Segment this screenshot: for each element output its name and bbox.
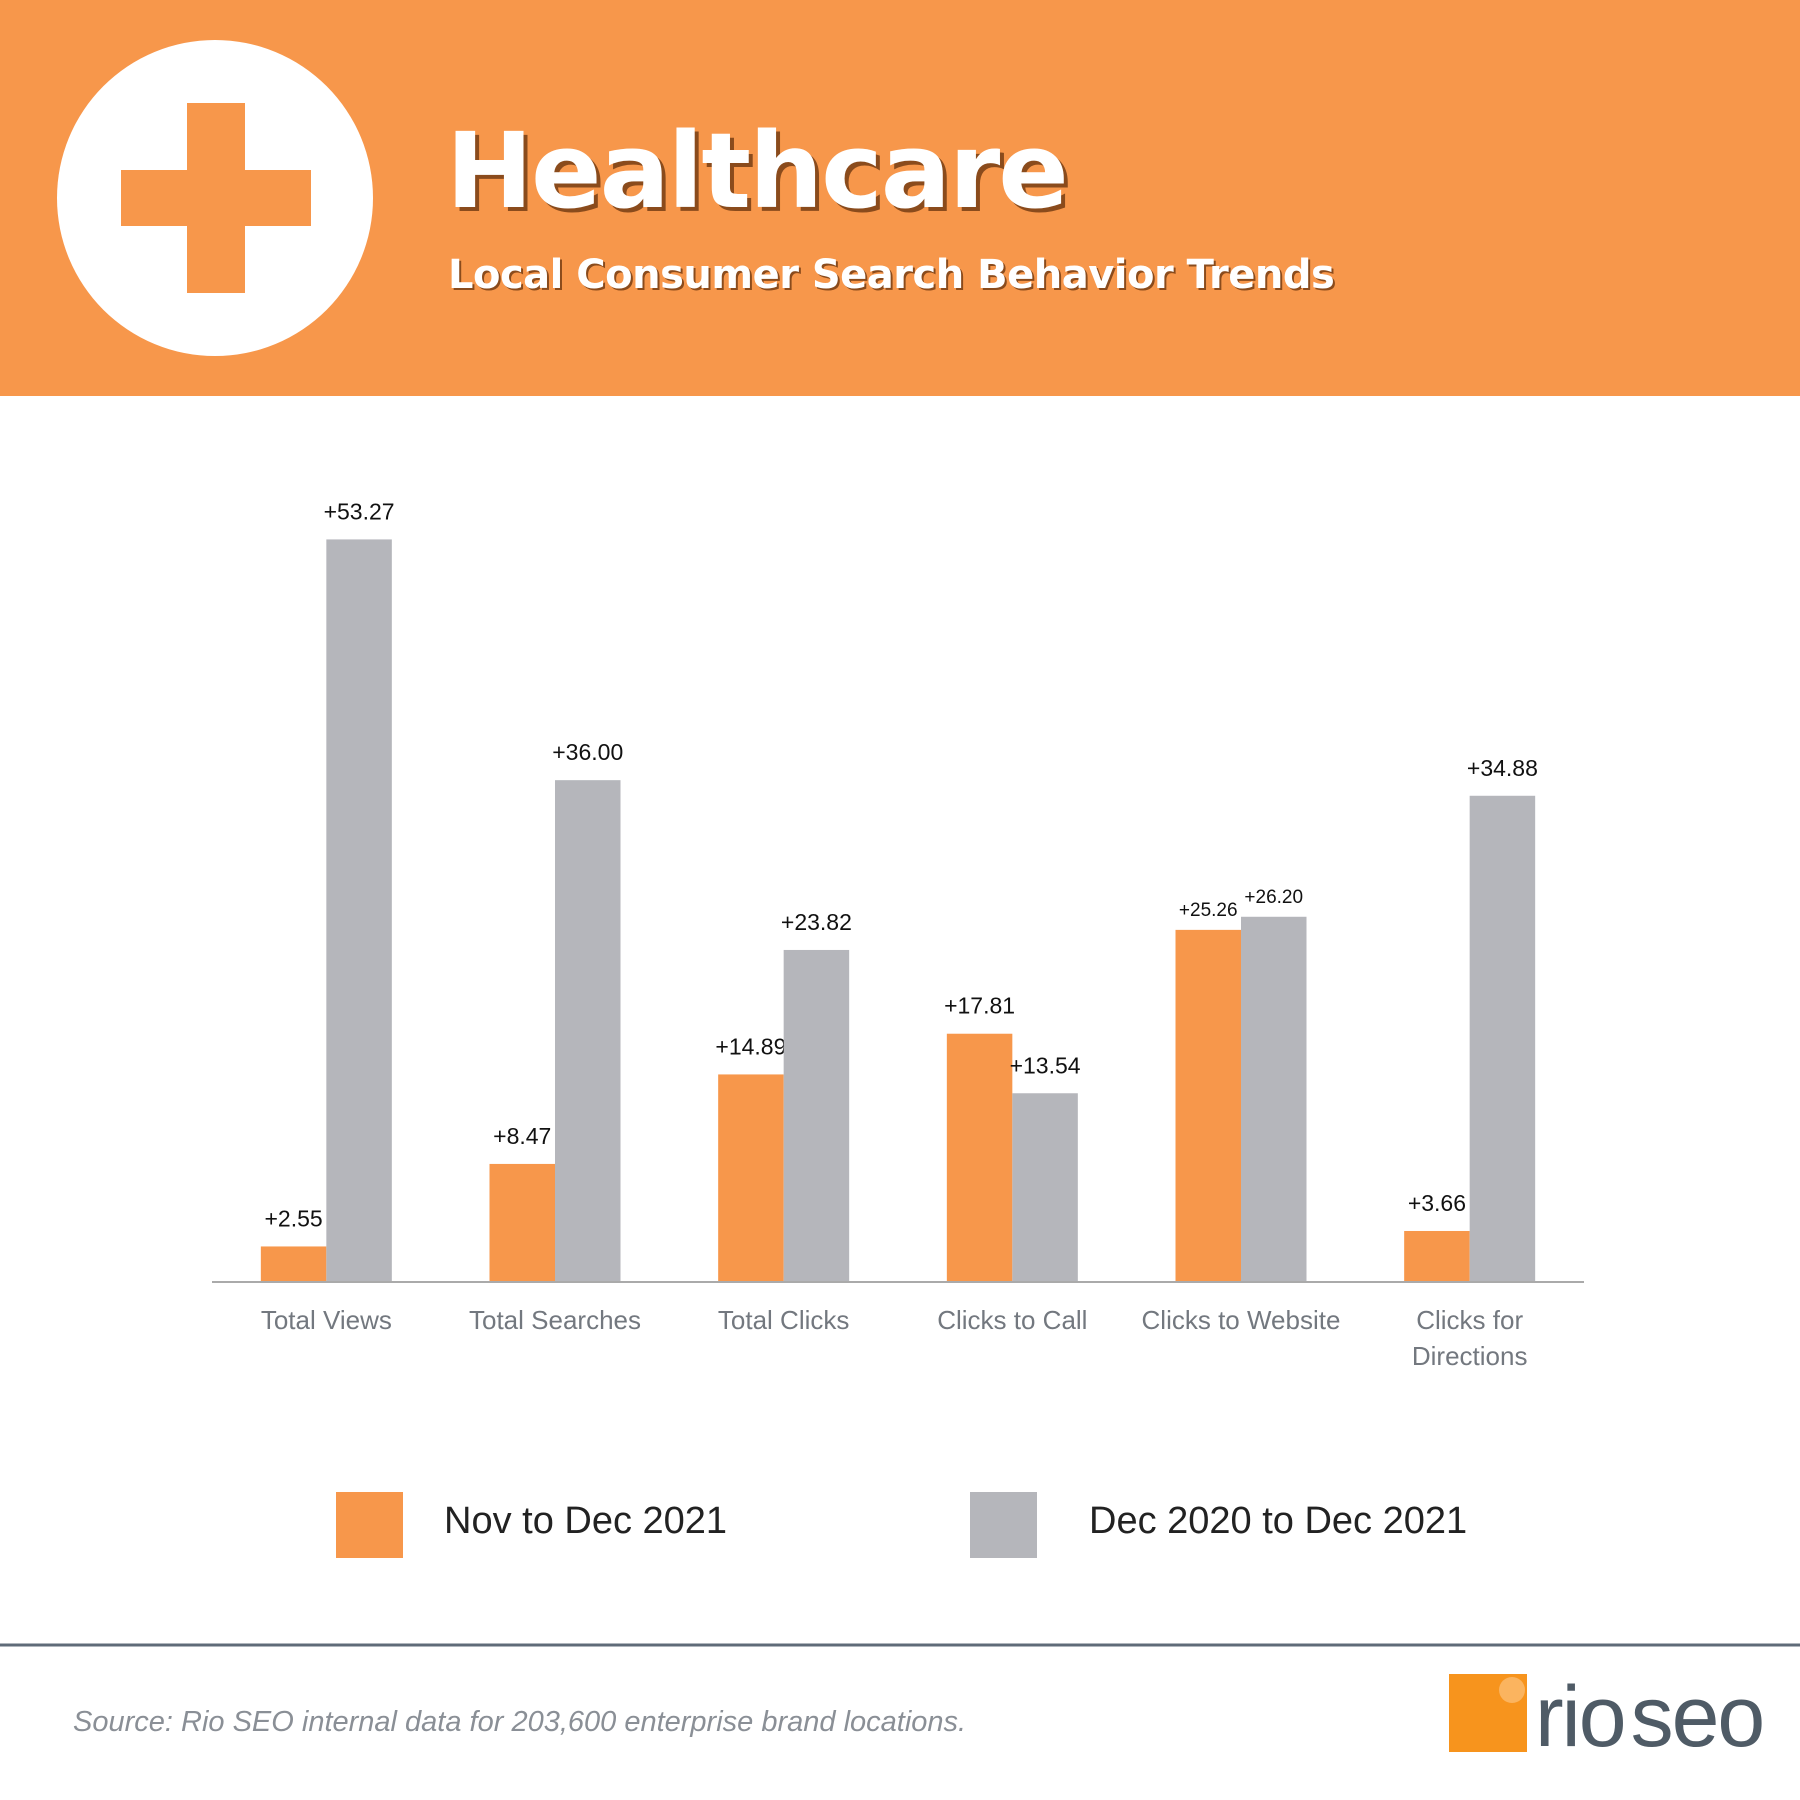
x-tick-label: Total Views — [260, 1305, 392, 1335]
legend-swatch — [336, 1492, 403, 1558]
value-label: +26.20 — [1244, 887, 1303, 908]
value-label: +36.00 — [552, 739, 623, 765]
value-label: +13.54 — [1010, 1052, 1081, 1078]
bar — [1012, 1093, 1078, 1282]
value-label: +8.47 — [493, 1123, 551, 1149]
source-note: Source: Rio SEO internal data for 203,60… — [73, 1706, 967, 1738]
bar — [783, 949, 850, 1282]
logo-text: rioseo — [1535, 1668, 1766, 1767]
value-label: +23.82 — [781, 909, 852, 935]
x-tick-label: Total Clicks — [717, 1305, 850, 1335]
legend-swatch — [970, 1492, 1037, 1558]
value-label: +34.88 — [1467, 755, 1538, 781]
title: Healthcare — [446, 110, 1069, 232]
bar — [946, 1033, 1013, 1282]
value-label: +53.27 — [324, 498, 395, 524]
x-tick-label: Total Searches — [469, 1305, 641, 1335]
logo-seo: seo — [1630, 1669, 1766, 1765]
logo-rio: rio — [1535, 1669, 1627, 1765]
logo-dot — [1499, 1677, 1525, 1703]
value-label: +17.81 — [944, 993, 1015, 1019]
bar — [1404, 1230, 1470, 1282]
cross-horizontal — [121, 170, 311, 226]
bar — [326, 539, 392, 1282]
bar — [1469, 795, 1536, 1282]
value-label: +25.26 — [1179, 900, 1238, 921]
x-tick-label: Clicks to Website — [1141, 1305, 1341, 1335]
value-label: +2.55 — [264, 1205, 322, 1231]
x-tick-label: Clicks to Call — [937, 1305, 1088, 1335]
legend-label: Dec 2020 to Dec 2021 — [1089, 1500, 1468, 1542]
bar — [555, 780, 621, 1282]
bar — [260, 1246, 327, 1282]
bar — [1241, 916, 1307, 1282]
legend-label: Nov to Dec 2021 — [444, 1500, 728, 1542]
value-label: +3.66 — [1408, 1190, 1466, 1216]
bar — [718, 1074, 784, 1282]
subtitle: Local Consumer Search Behavior Trends — [448, 252, 1335, 298]
x-tick-label: Clicks for Directions — [1411, 1305, 1528, 1371]
bar — [489, 1163, 555, 1282]
value-label: +14.89 — [715, 1033, 786, 1059]
bar — [1175, 929, 1241, 1282]
